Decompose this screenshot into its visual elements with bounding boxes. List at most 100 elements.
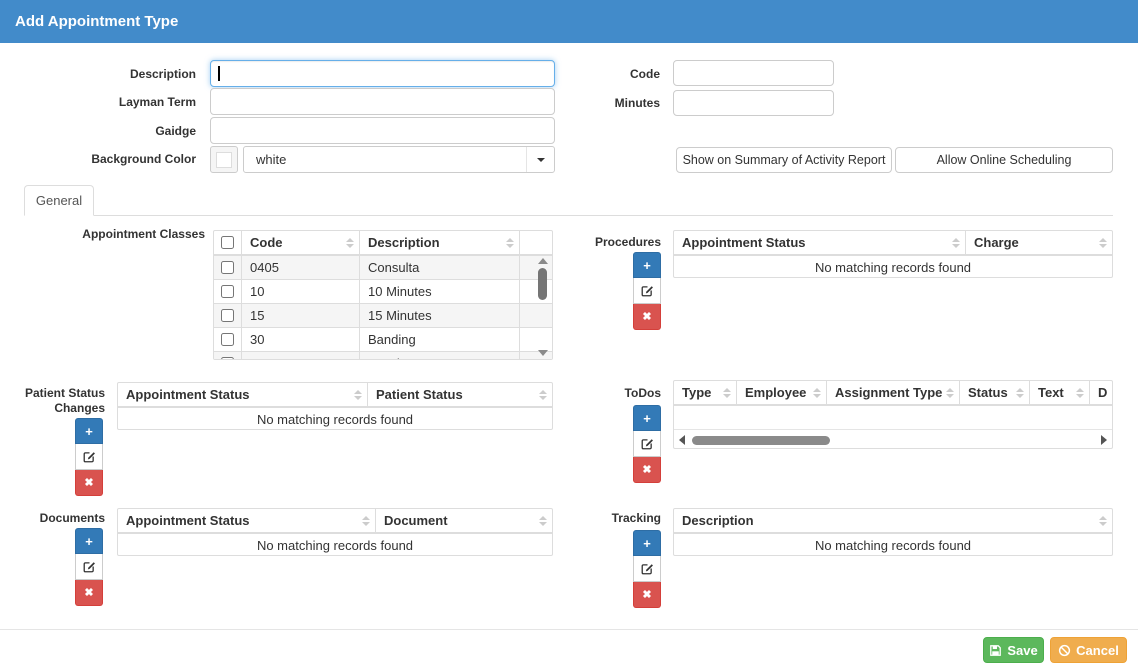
tracking-actions: + ✖ <box>633 530 661 608</box>
color-swatch <box>216 151 232 168</box>
save-button[interactable]: Save <box>983 637 1044 663</box>
background-color-select[interactable]: white <box>243 146 555 173</box>
scroll-right-icon[interactable] <box>1101 435 1107 445</box>
column-header[interactable]: Patient Status <box>368 383 552 406</box>
sort-icon[interactable] <box>946 387 954 398</box>
scrollbar-thumb[interactable] <box>538 268 547 300</box>
column-header[interactable]: Assignment Type <box>827 381 960 404</box>
row-checkbox[interactable] <box>221 285 234 298</box>
row-checkbox[interactable] <box>221 333 234 346</box>
procedures-label: Procedures <box>594 235 661 249</box>
scroll-up-icon[interactable] <box>537 258 548 264</box>
layman-term-input[interactable] <box>210 88 555 115</box>
x-icon: ✖ <box>84 587 94 599</box>
edit-button[interactable] <box>633 278 661 304</box>
table-row[interactable]: 0405 Consulta <box>214 256 552 280</box>
x-icon: ✖ <box>642 589 652 601</box>
show-on-summary-toggle[interactable]: Show on Summary of Activity Report <box>676 147 892 173</box>
sort-icon[interactable] <box>1099 237 1107 248</box>
sort-icon[interactable] <box>346 237 354 248</box>
edit-button[interactable] <box>633 556 661 582</box>
add-button[interactable]: + <box>75 528 103 554</box>
sort-icon[interactable] <box>1099 515 1107 526</box>
select-all-checkbox[interactable] <box>221 236 234 249</box>
tab-divider <box>24 215 1113 216</box>
table-header-row: Code Description <box>214 231 552 256</box>
allow-online-scheduling-toggle[interactable]: Allow Online Scheduling <box>895 147 1113 173</box>
sort-icon[interactable] <box>539 515 547 526</box>
minutes-input[interactable] <box>673 90 834 116</box>
scrollbar-thumb[interactable] <box>692 435 830 445</box>
column-header[interactable]: Type <box>674 381 737 404</box>
edit-button[interactable] <box>75 444 103 470</box>
description-cell: 30 Minutes <box>360 352 520 359</box>
background-color-swatch[interactable] <box>210 146 238 173</box>
sort-icon[interactable] <box>1076 387 1084 398</box>
column-header-description[interactable]: Description <box>360 231 520 254</box>
sort-icon[interactable] <box>1016 387 1024 398</box>
code-input[interactable] <box>673 60 834 86</box>
cancel-button[interactable]: Cancel <box>1050 637 1127 663</box>
column-header[interactable]: Status <box>960 381 1030 404</box>
column-header[interactable]: Text <box>1030 381 1090 404</box>
horizontal-scrollbar[interactable] <box>674 430 1112 448</box>
edit-icon <box>641 564 653 575</box>
table-row[interactable]: 30 30 Minutes <box>214 352 552 359</box>
table-row[interactable]: 30 Banding <box>214 328 552 352</box>
add-button[interactable]: + <box>75 418 103 444</box>
add-button[interactable]: + <box>633 530 661 556</box>
empty-message: No matching records found <box>256 538 414 553</box>
description-input[interactable] <box>210 60 555 87</box>
edit-button[interactable] <box>633 431 661 457</box>
table-row[interactable]: 10 10 Minutes <box>214 280 552 304</box>
row-checkbox[interactable] <box>221 261 234 274</box>
sort-icon[interactable] <box>354 389 362 400</box>
todos-actions: + ✖ <box>633 405 661 483</box>
delete-button[interactable]: ✖ <box>633 457 661 483</box>
sort-icon[interactable] <box>362 515 370 526</box>
empty-message: No matching records found <box>814 260 972 275</box>
scroll-down-icon[interactable] <box>537 350 548 356</box>
column-header[interactable]: Charge <box>966 231 1112 254</box>
column-header-code[interactable]: Code <box>242 231 360 254</box>
x-icon: ✖ <box>642 311 652 323</box>
table-row[interactable]: 15 15 Minutes <box>214 304 552 328</box>
delete-button[interactable]: ✖ <box>75 470 103 496</box>
delete-button[interactable]: ✖ <box>633 304 661 330</box>
sort-icon[interactable] <box>723 387 731 398</box>
modal-header: Add Appointment Type <box>0 0 1138 43</box>
table-header-row: Appointment Status Document <box>118 509 552 534</box>
sort-icon[interactable] <box>506 237 514 248</box>
delete-button[interactable]: ✖ <box>633 582 661 608</box>
column-header[interactable]: Appointment Status <box>118 509 376 532</box>
code-cell: 30 <box>242 352 360 359</box>
scroll-left-icon[interactable] <box>679 435 685 445</box>
edit-button[interactable] <box>75 554 103 580</box>
dropdown-toggle[interactable] <box>526 147 554 172</box>
x-icon: ✖ <box>642 464 652 476</box>
description-cell: 15 Minutes <box>360 304 520 327</box>
minutes-label: Minutes <box>614 96 660 110</box>
row-checkbox[interactable] <box>221 309 234 322</box>
code-cell: 0405 <box>242 256 360 279</box>
column-header[interactable]: Description <box>674 509 1112 532</box>
row-checkbox[interactable] <box>221 357 234 359</box>
add-button[interactable]: + <box>633 252 661 278</box>
column-header[interactable]: D <box>1098 385 1108 400</box>
code-label: Code <box>630 67 660 81</box>
x-icon: ✖ <box>84 477 94 489</box>
add-button[interactable]: + <box>633 405 661 431</box>
sort-icon[interactable] <box>952 237 960 248</box>
tab-general[interactable]: General <box>24 185 94 216</box>
column-header[interactable]: Appointment Status <box>674 231 966 254</box>
column-header[interactable]: Appointment Status <box>118 383 368 406</box>
sort-icon[interactable] <box>813 387 821 398</box>
empty-body-row <box>674 406 1112 430</box>
gaidge-input[interactable] <box>210 117 555 144</box>
vertical-scrollbar[interactable] <box>536 258 549 356</box>
code-cell: 15 <box>242 304 360 327</box>
sort-icon[interactable] <box>539 389 547 400</box>
column-header[interactable]: Document <box>376 509 552 532</box>
delete-button[interactable]: ✖ <box>75 580 103 606</box>
column-header[interactable]: Employee <box>737 381 827 404</box>
